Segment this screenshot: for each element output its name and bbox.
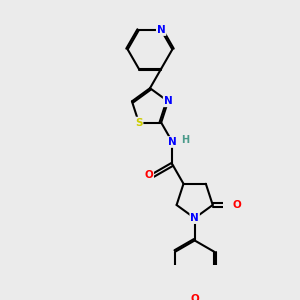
Text: O: O	[145, 170, 153, 181]
Text: N: N	[190, 213, 199, 223]
Text: N: N	[164, 96, 172, 106]
Text: N: N	[168, 137, 177, 147]
Text: O: O	[190, 293, 199, 300]
Text: S: S	[135, 118, 142, 128]
Text: O: O	[233, 200, 242, 210]
Text: N: N	[157, 25, 166, 35]
Text: H: H	[181, 135, 189, 145]
